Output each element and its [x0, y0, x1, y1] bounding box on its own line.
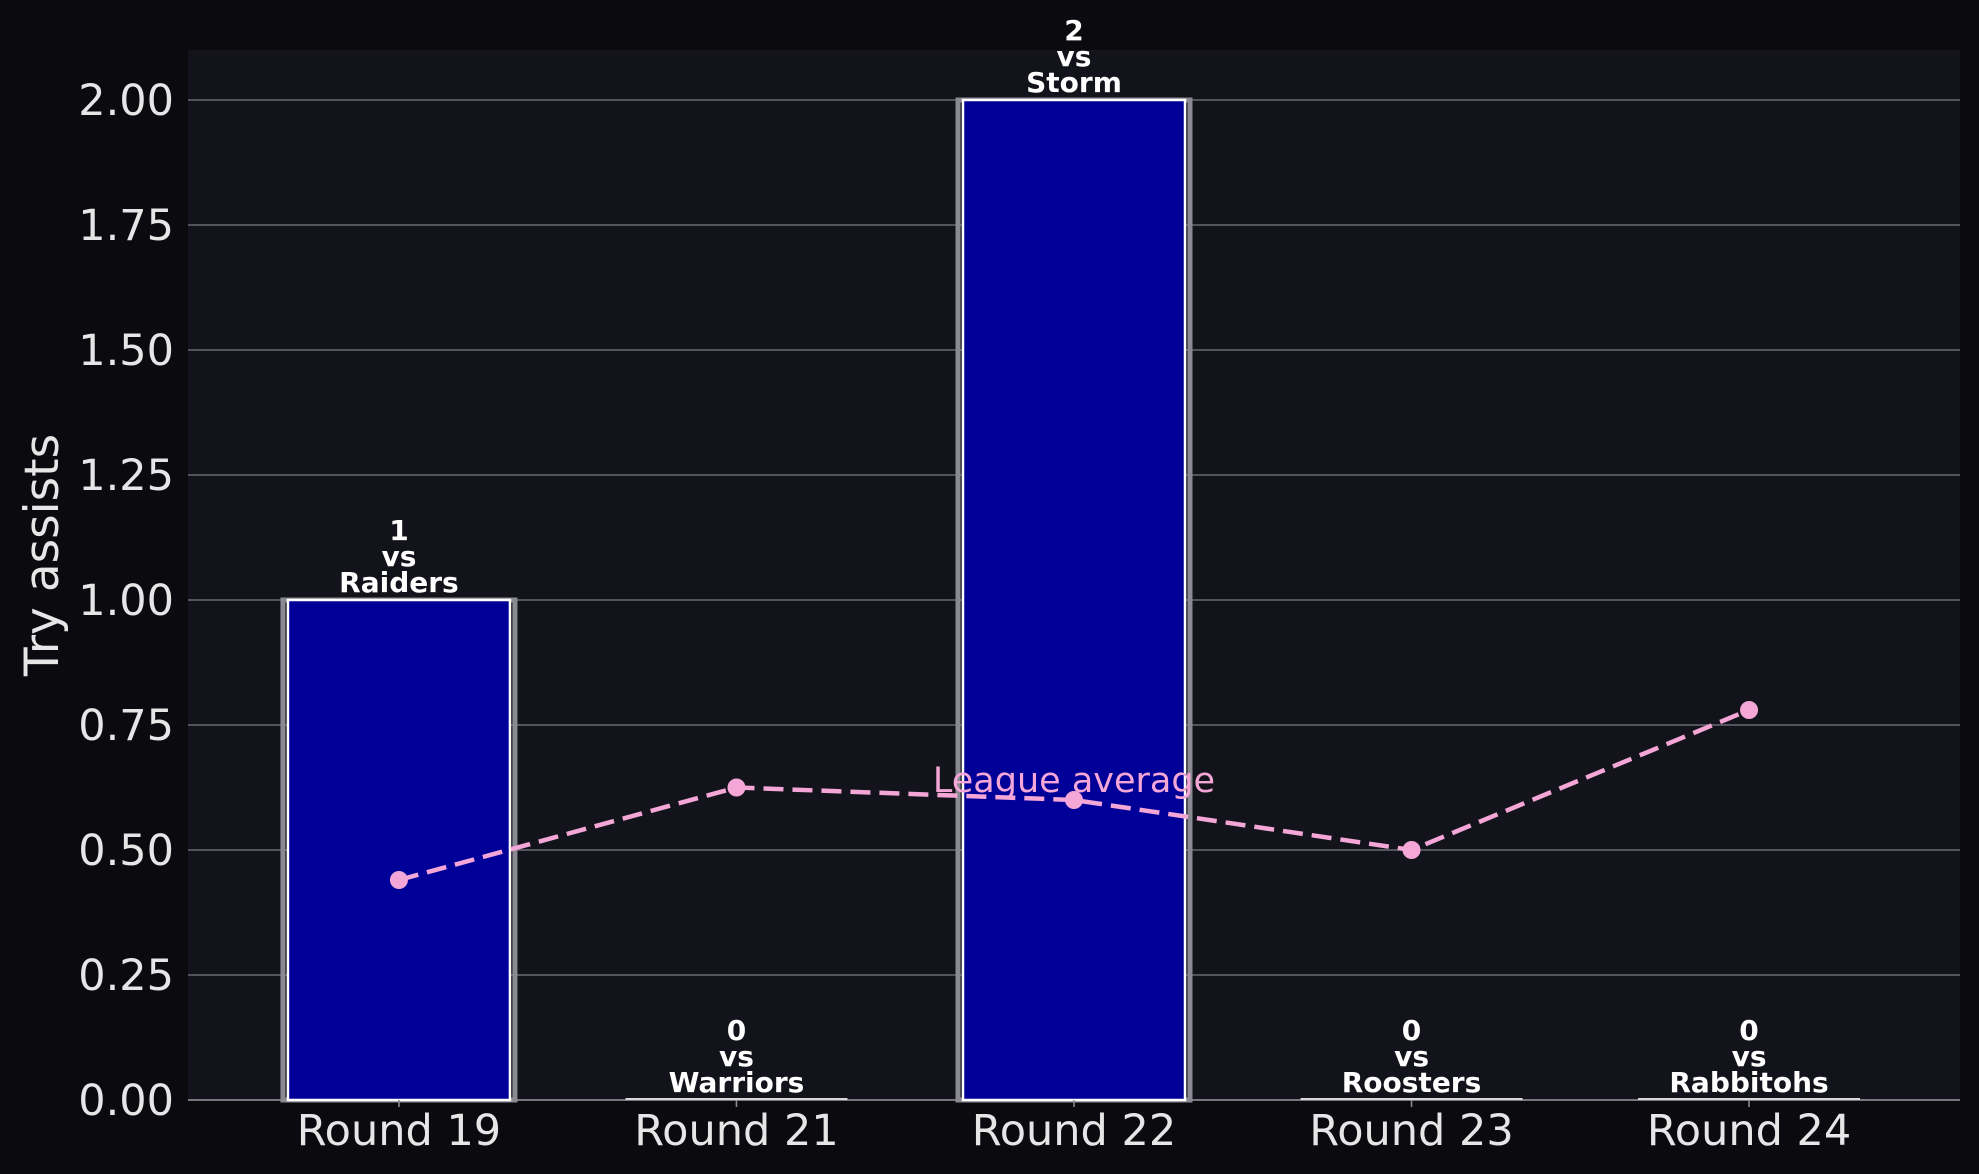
bar-value-label: 0: [1739, 1014, 1758, 1047]
y-tick-label: 2.00: [78, 76, 174, 126]
league-average-path: [398, 707, 1750, 883]
bar-value-label: vs: [1057, 40, 1092, 73]
league-average-point: [1402, 841, 1421, 859]
bar-value-label: vs: [719, 1040, 754, 1073]
league-average-point: [389, 871, 408, 889]
league-average-line: [389, 701, 1759, 889]
x-tick-label: Round 21: [634, 1106, 838, 1156]
bar-value-label: 0: [1402, 1014, 1421, 1047]
y-tick-label: 0.75: [78, 701, 174, 751]
y-tick-label: 0.25: [78, 951, 174, 1001]
bar-value-label: Raiders: [339, 566, 459, 599]
bar-labels: 1vsRaiders0vsWarriors2vsStorm0vsRoosters…: [339, 14, 1829, 1099]
bars: [280, 97, 1861, 1103]
league-average-point: [1065, 791, 1083, 809]
bar-value-label: 1: [389, 514, 408, 547]
x-tick-label: Round 24: [1647, 1106, 1851, 1156]
x-tick-labels: Round 19 Round 21 Round 22 Round 23 Round 24: [297, 1100, 1851, 1156]
bar-value-label: vs: [381, 540, 416, 573]
y-tick-label: 1.75: [78, 201, 174, 251]
bar-value-label: vs: [1732, 1040, 1767, 1073]
y-tick-labels: 0.00 0.25 0.50 0.75 1.00 1.25 1.50 1.75 2.00: [78, 76, 174, 1126]
y-tick-label: 1.00: [78, 576, 174, 626]
y-tick-label: 0.50: [78, 826, 174, 876]
bar-value-label: 2: [1064, 14, 1083, 47]
bar-value-label: 0: [727, 1014, 746, 1047]
x-tick-label: Round 23: [1309, 1106, 1513, 1156]
y-tick-label: 1.50: [78, 326, 174, 376]
league-average-label: League average: [933, 761, 1215, 801]
league-average-point: [1740, 701, 1759, 719]
y-tick-label: 1.25: [78, 451, 174, 501]
bar: [961, 98, 1187, 1102]
bar-value-label: Rabbitohs: [1669, 1066, 1828, 1099]
y-axis-title: Try assists: [15, 434, 70, 677]
bar-value-label: Warriors: [669, 1066, 805, 1099]
bar-value-label: Storm: [1026, 66, 1122, 99]
bar-value-label: Roosters: [1342, 1066, 1482, 1099]
y-tick-label: 0.00: [78, 1076, 174, 1126]
x-tick-label: Round 19: [297, 1106, 501, 1156]
bar-value-label: vs: [1394, 1040, 1429, 1073]
bar: [286, 598, 512, 1102]
league-average-point: [727, 778, 746, 797]
x-tick-label: Round 22: [972, 1106, 1176, 1156]
